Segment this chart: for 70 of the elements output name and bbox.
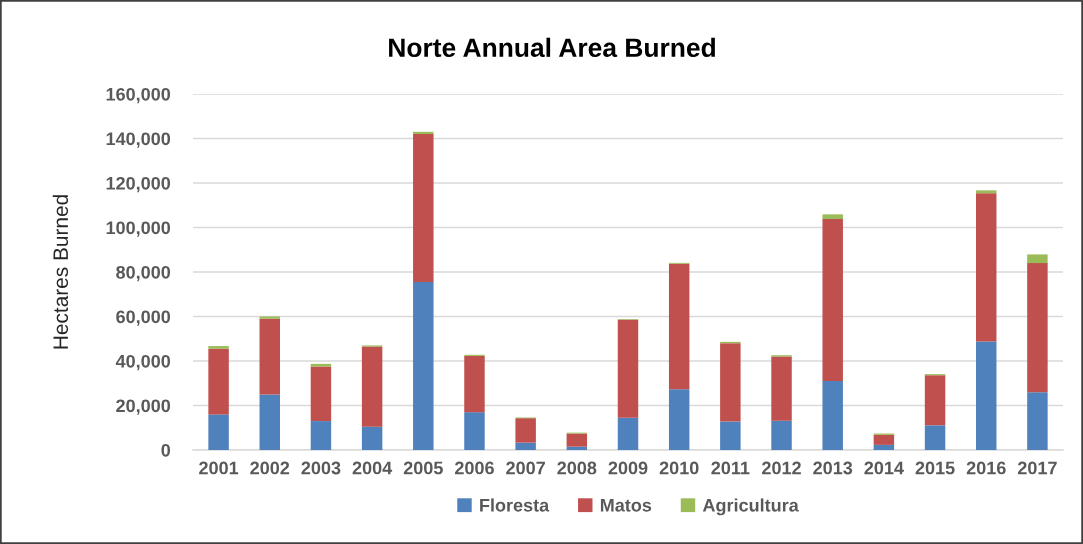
bar: [413, 131, 434, 135]
y-tick-label: 40,000: [115, 354, 171, 371]
chart-title: Norte Annual Area Burned: [389, 37, 715, 58]
x-tick-label: 2013: [813, 461, 853, 475]
x-tick-label: 2014: [864, 461, 904, 475]
bar: [310, 366, 332, 422]
bar: [976, 190, 997, 194]
bar: [310, 421, 332, 450]
bar: [976, 341, 997, 450]
x-tick-label: 2015: [915, 461, 955, 475]
legend-label: Agricultura: [702, 498, 799, 516]
bar: [310, 363, 332, 367]
y-tick-label: 60,000: [116, 310, 171, 326]
x-tick-label: 2008: [557, 461, 597, 475]
bar: [1027, 254, 1048, 264]
bar: [515, 418, 536, 443]
bar: [259, 318, 280, 395]
bar: [720, 421, 741, 450]
bar: [720, 343, 741, 422]
bar: [771, 420, 792, 450]
bar: [1027, 392, 1048, 450]
bar: [413, 134, 434, 283]
bar: [208, 414, 229, 450]
bar: [464, 412, 485, 450]
x-tick-label: 2010: [659, 461, 699, 475]
bar: [617, 319, 639, 418]
bar: [924, 425, 946, 450]
y-tick-label: 100,000: [106, 221, 171, 237]
bar: [873, 434, 895, 445]
bar: [413, 282, 434, 450]
bar: [566, 433, 588, 447]
y-tick-label: 80,000: [116, 265, 171, 282]
legend-label: Floresta: [480, 498, 550, 512]
bar: [668, 389, 690, 450]
bar: [259, 394, 280, 450]
bar: [464, 355, 485, 413]
x-tick-label: 2002: [250, 461, 290, 475]
bar: [1027, 263, 1048, 393]
y-axis-title: Hectares Burned: [52, 195, 69, 349]
y-tick-label: 120,000: [106, 176, 171, 193]
bar: [208, 348, 229, 415]
y-tick-label: 140,000: [106, 132, 171, 148]
bar: [873, 444, 895, 450]
y-tick-label: 0: [161, 443, 171, 457]
y-tick-label: 20,000: [116, 399, 171, 415]
bar: [668, 263, 690, 390]
x-tick-label: 2005: [403, 461, 443, 475]
bar: [361, 426, 383, 450]
x-tick-label: 2016: [966, 461, 1006, 475]
x-tick-label: 2003: [301, 461, 341, 475]
bar: [822, 214, 843, 220]
legend-label: Matos: [600, 499, 652, 512]
x-tick-label: 2006: [455, 461, 494, 475]
bar: [771, 356, 792, 421]
x-tick-label: 2001: [199, 461, 239, 475]
bar: [822, 219, 843, 382]
bar: [924, 375, 946, 426]
bar: [208, 346, 229, 349]
x-tick-label: 2004: [352, 461, 393, 475]
x-tick-label: 2007: [506, 461, 545, 475]
x-tick-label: 2009: [608, 461, 648, 475]
y-tick-label: 160,000: [106, 87, 171, 104]
bar: [361, 346, 383, 427]
bar: [976, 193, 997, 342]
x-tick-label: 2012: [762, 461, 801, 475]
bar: [617, 417, 639, 450]
x-tick-label: 2017: [1017, 461, 1057, 475]
bar: [822, 381, 843, 450]
bar: [515, 442, 536, 450]
x-tick-label: 2011: [711, 461, 750, 475]
